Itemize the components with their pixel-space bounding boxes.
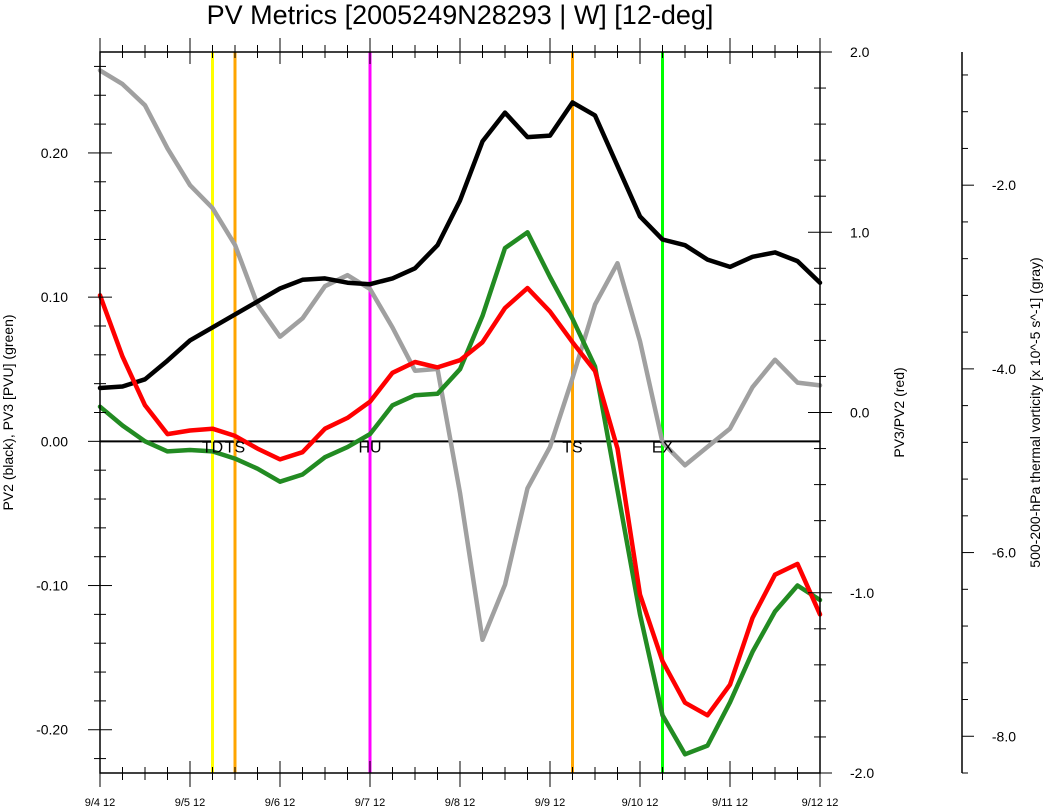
series-line-pv3 bbox=[97, 230, 823, 757]
x-tick-label: 9/5 12 bbox=[175, 797, 206, 809]
plot-frame bbox=[99, 51, 821, 774]
left-y-tick-label: 0.00 bbox=[41, 433, 68, 449]
series-line-pv3-pv2 bbox=[97, 285, 823, 718]
x-tick-label: 9/12 12 bbox=[802, 797, 839, 809]
chart-title: PV Metrics [2005249N28293 | W] [12-deg] bbox=[207, 0, 714, 30]
left-y-tick-label: 0.20 bbox=[41, 145, 68, 161]
right-y-axis: -2.0 -1.0 0.0 1.0 2.0 bbox=[808, 44, 874, 781]
right-y-tick-label: 0.0 bbox=[850, 405, 870, 421]
series-line-thermal-vorticity bbox=[97, 68, 823, 643]
left-y-tick-label: -0.10 bbox=[36, 578, 68, 594]
x-tick-label: 9/4 12 bbox=[85, 797, 116, 809]
event-label-hu: HU bbox=[358, 440, 381, 457]
right-y-tick-label: 1.0 bbox=[850, 224, 870, 240]
left-y-tick-label: -0.20 bbox=[36, 722, 68, 738]
right-axis-title: PV3/PV2 (red) bbox=[891, 367, 907, 457]
right-y-tick-label: -2.0 bbox=[850, 765, 874, 781]
far-right-y-tick-label: -6.0 bbox=[992, 545, 1016, 561]
far-right-y-tick-label: -2.0 bbox=[992, 177, 1016, 193]
x-tick-label: 9/11 12 bbox=[712, 797, 748, 809]
x-tick-label: 9/7 12 bbox=[355, 797, 386, 809]
x-tick-label: 9/10 12 bbox=[622, 797, 659, 809]
series-line-pv2 bbox=[97, 100, 823, 391]
right-y-tick-label: 2.0 bbox=[850, 44, 870, 60]
event-label-ex: EX bbox=[652, 440, 674, 457]
far-right-y-tick-label: -8.0 bbox=[992, 728, 1016, 744]
left-y-axis: -0.20 -0.10 0.00 0.10 0.20 bbox=[36, 65, 112, 760]
left-y-tick-label: 0.10 bbox=[41, 289, 68, 305]
series-lines-layer bbox=[97, 68, 823, 757]
right-y-tick-label: -1.0 bbox=[850, 585, 874, 601]
event-label-ts: TS bbox=[562, 440, 582, 457]
x-tick-label: 9/8 12 bbox=[445, 797, 476, 809]
x-tick-label: 9/6 12 bbox=[265, 797, 296, 809]
left-axis-title: PV2 (black), PV3 [PVU] (green) bbox=[0, 314, 16, 510]
far-right-y-axis: -8.0 -6.0 -4.0 -2.0 bbox=[961, 52, 1016, 774]
x-axis: 9/4 12 9/5 12 9/6 12 9/7 12 9/8 12 9/9 12 9/10… bbox=[85, 38, 839, 809]
far-right-y-tick-label: -4.0 bbox=[992, 361, 1016, 377]
event-label-td: TD bbox=[202, 440, 223, 457]
event-label-ts: TS bbox=[225, 440, 245, 457]
event-labels-layer: TD TS HU TS EX bbox=[202, 440, 674, 457]
far-right-axis-title: 500-200-hPa thermal vorticity [x 10^-5 s… bbox=[1027, 257, 1043, 567]
event-lines-layer bbox=[211, 52, 664, 773]
x-tick-label: 9/9 12 bbox=[535, 797, 566, 809]
